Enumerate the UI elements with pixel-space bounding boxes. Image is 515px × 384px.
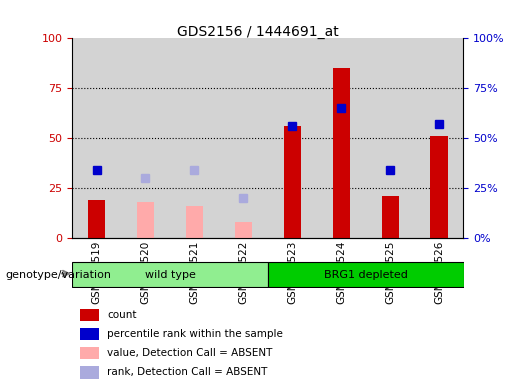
Bar <box>333 68 350 238</box>
Bar <box>415 38 464 238</box>
Bar <box>72 263 268 286</box>
Bar <box>219 38 268 238</box>
Text: GDS2156 / 1444691_at: GDS2156 / 1444691_at <box>177 25 338 39</box>
Bar <box>186 206 203 238</box>
Bar <box>80 366 99 379</box>
Text: count: count <box>107 310 137 320</box>
Bar <box>88 200 105 238</box>
Text: percentile rank within the sample: percentile rank within the sample <box>107 329 283 339</box>
Text: wild type: wild type <box>145 270 195 280</box>
Bar <box>80 347 99 359</box>
Bar <box>170 38 219 238</box>
Bar <box>137 202 154 238</box>
Bar <box>268 263 464 286</box>
Bar <box>382 196 399 238</box>
Bar <box>431 136 448 238</box>
Text: BRG1 depleted: BRG1 depleted <box>324 270 407 280</box>
Bar <box>121 38 170 238</box>
Bar <box>317 38 366 238</box>
Bar <box>284 126 301 238</box>
Bar <box>268 38 317 238</box>
Text: value, Detection Call = ABSENT: value, Detection Call = ABSENT <box>107 348 273 358</box>
Bar <box>235 222 252 238</box>
Bar <box>80 309 99 321</box>
Bar <box>366 38 415 238</box>
Text: rank, Detection Call = ABSENT: rank, Detection Call = ABSENT <box>107 367 268 377</box>
Bar <box>72 38 121 238</box>
Text: genotype/variation: genotype/variation <box>5 270 111 280</box>
Bar <box>80 328 99 340</box>
